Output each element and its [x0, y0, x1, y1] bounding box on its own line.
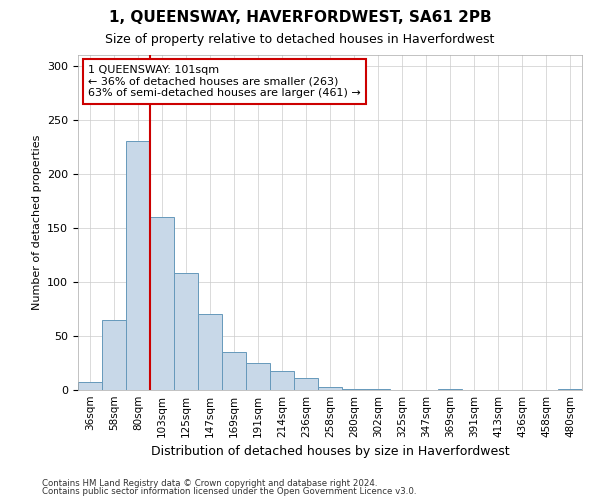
Bar	[318, 387, 342, 390]
Bar	[78, 382, 102, 390]
Text: Size of property relative to detached houses in Haverfordwest: Size of property relative to detached ho…	[106, 32, 494, 46]
Bar	[438, 389, 462, 390]
Bar	[150, 217, 174, 390]
Bar	[294, 378, 318, 390]
Bar	[558, 389, 582, 390]
Bar	[174, 274, 198, 390]
Bar	[198, 314, 222, 390]
Bar	[126, 142, 150, 390]
Bar	[102, 320, 126, 390]
Text: 1, QUEENSWAY, HAVERFORDWEST, SA61 2PB: 1, QUEENSWAY, HAVERFORDWEST, SA61 2PB	[109, 10, 491, 25]
Bar	[246, 363, 270, 390]
Bar	[222, 352, 246, 390]
Text: Contains public sector information licensed under the Open Government Licence v3: Contains public sector information licen…	[42, 487, 416, 496]
Bar	[342, 389, 366, 390]
Text: 1 QUEENSWAY: 101sqm
← 36% of detached houses are smaller (263)
63% of semi-detac: 1 QUEENSWAY: 101sqm ← 36% of detached ho…	[88, 65, 361, 98]
X-axis label: Distribution of detached houses by size in Haverfordwest: Distribution of detached houses by size …	[151, 446, 509, 458]
Bar	[270, 370, 294, 390]
Y-axis label: Number of detached properties: Number of detached properties	[32, 135, 41, 310]
Text: Contains HM Land Registry data © Crown copyright and database right 2024.: Contains HM Land Registry data © Crown c…	[42, 478, 377, 488]
Bar	[366, 389, 390, 390]
